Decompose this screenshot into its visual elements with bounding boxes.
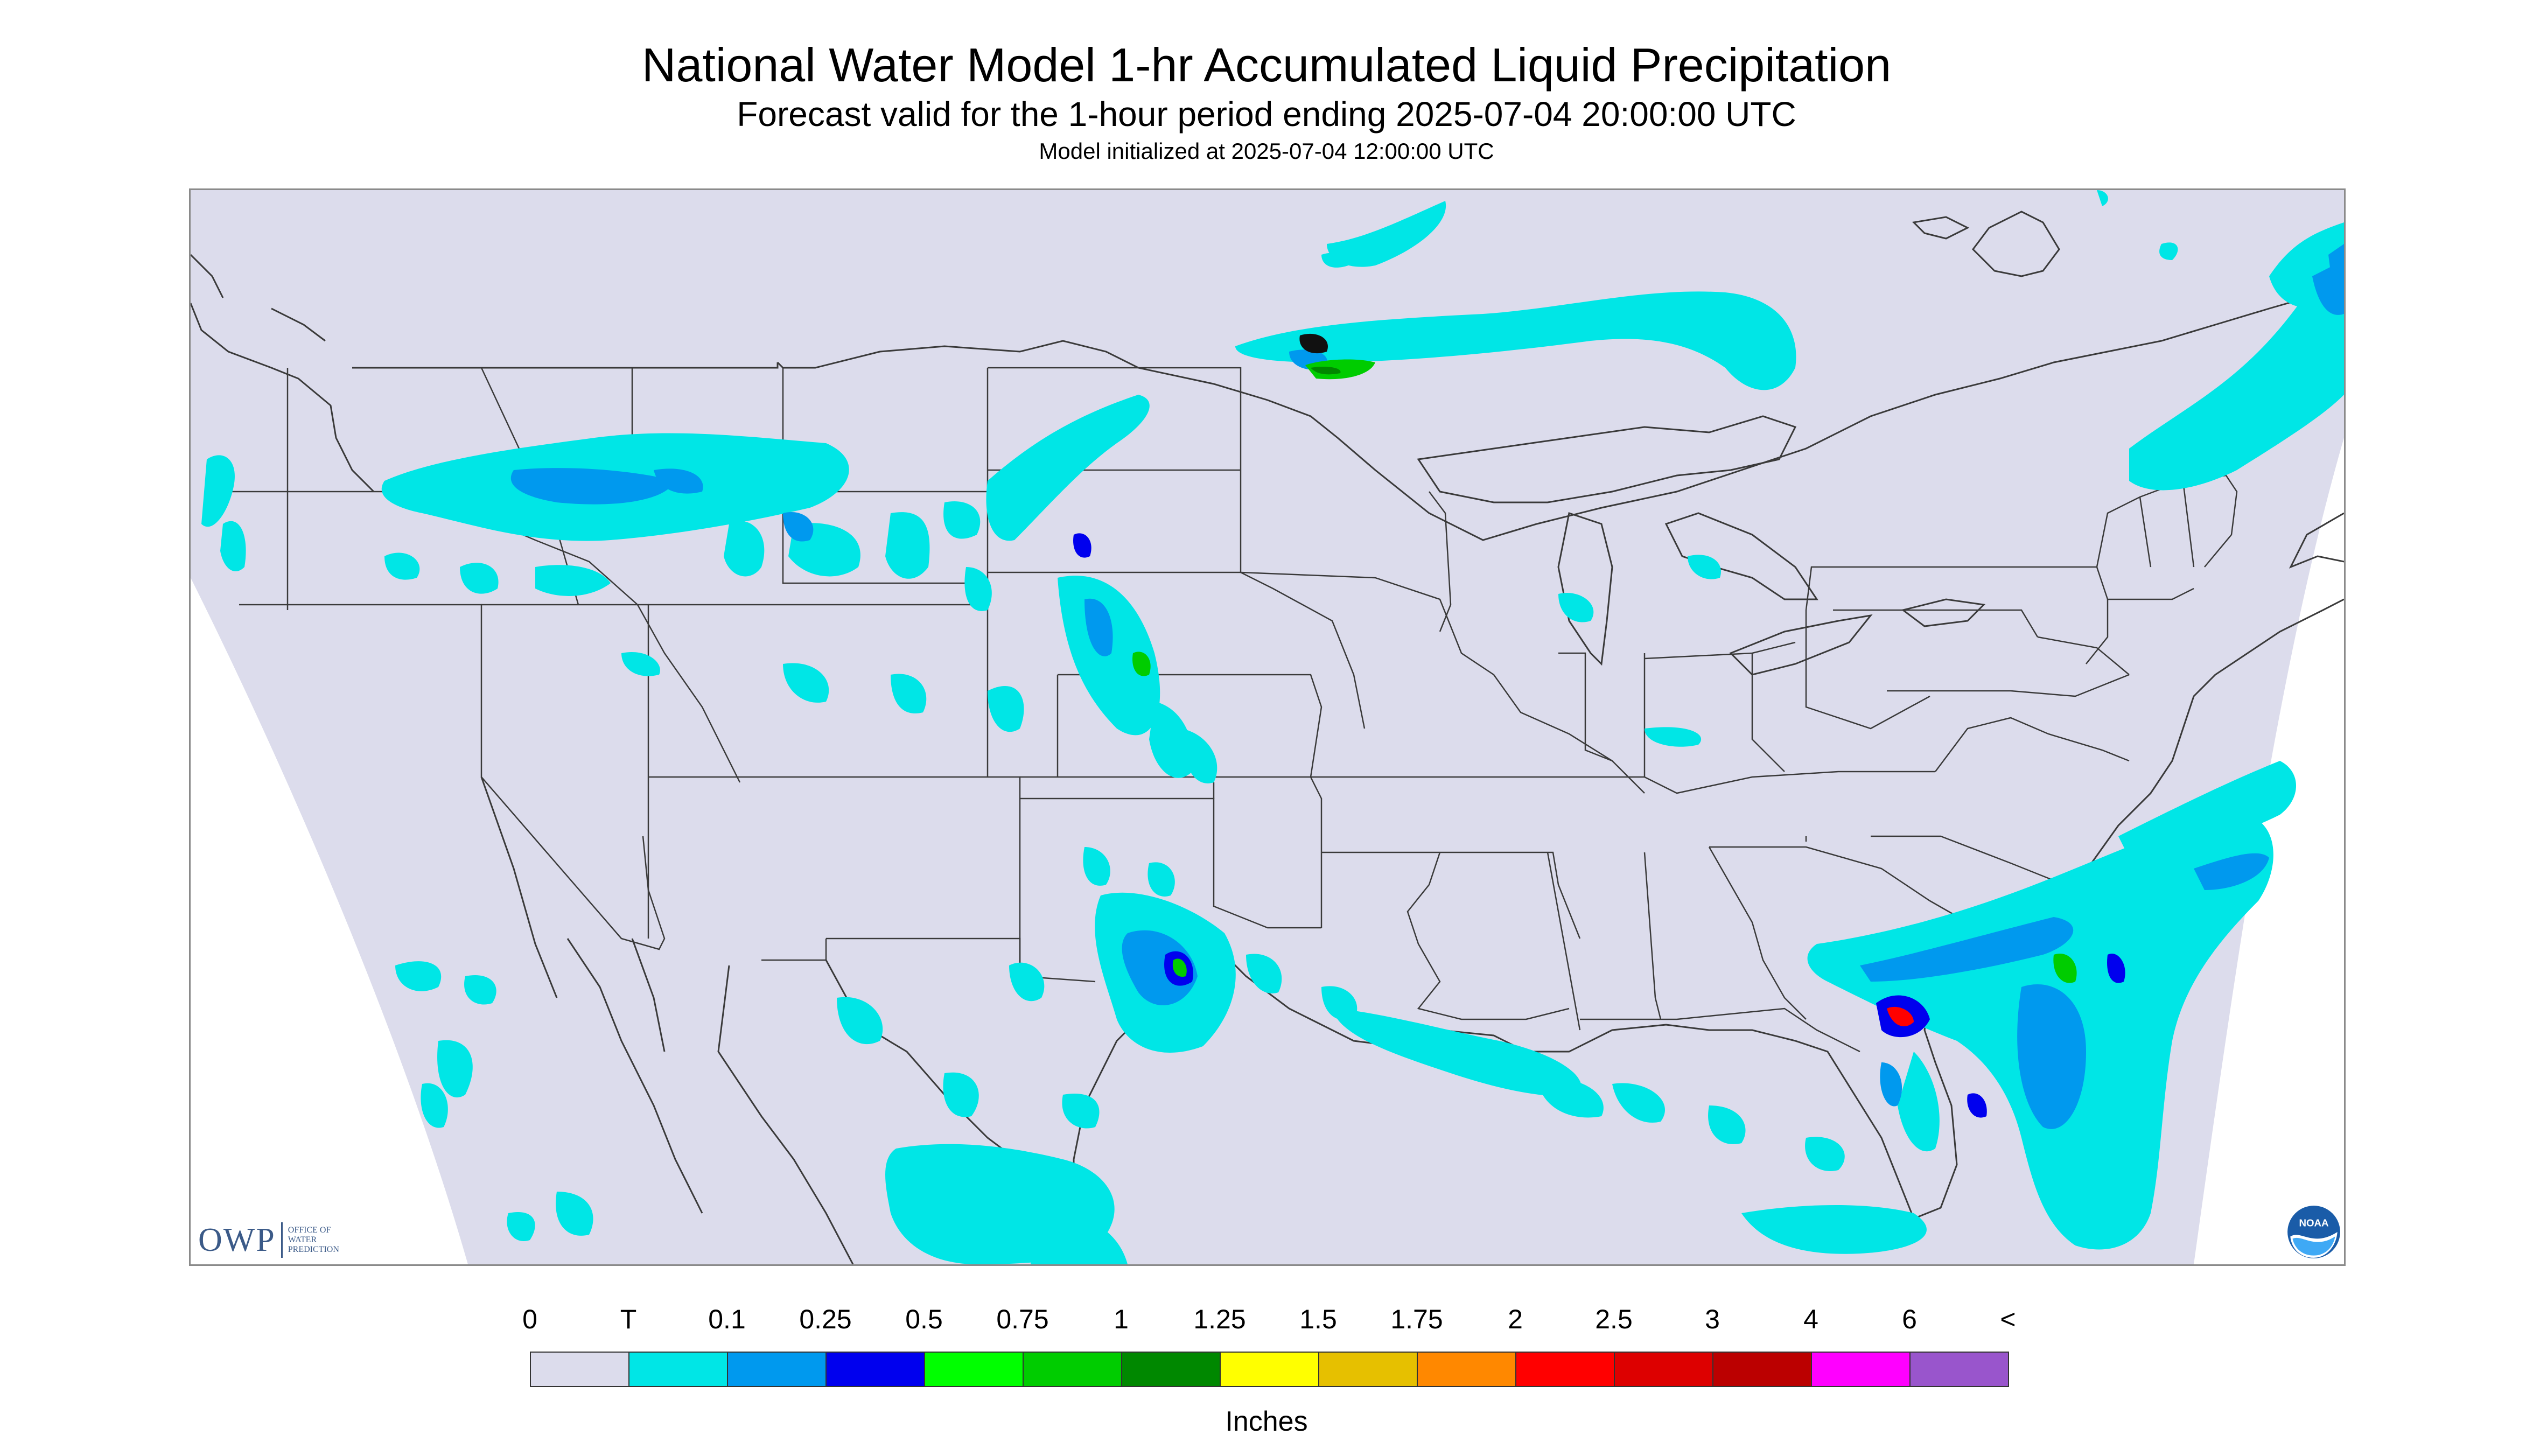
- precip-moderate: [1073, 244, 2344, 1118]
- legend-tick-label: 0: [522, 1304, 537, 1334]
- legend-swatch: [530, 1352, 629, 1387]
- model-init-time: Model initialized at 2025-07-04 12:00:00…: [1039, 138, 1494, 164]
- legend-tick-label: 4: [1803, 1304, 1818, 1334]
- legend-tick-label: 0.1: [708, 1304, 746, 1334]
- coastlines-and-borders: [191, 211, 2344, 569]
- precip-light: [510, 260, 2344, 1129]
- legend-swatch: [825, 1352, 925, 1387]
- legend-tick-label: 0.25: [799, 1304, 852, 1334]
- owp-logo-text: OFFICE OF WATER PREDICTION: [288, 1226, 339, 1255]
- owp-logo-line3: PREDICTION: [288, 1245, 339, 1254]
- legend-swatch: [1220, 1352, 1319, 1387]
- legend-tick-label: 1.25: [1193, 1304, 1246, 1334]
- legend-tick-label: 2.5: [1595, 1304, 1633, 1334]
- owp-logo: OWP OFFICE OF WATER PREDICTION: [198, 1221, 339, 1259]
- map-canvas: [191, 190, 2344, 1264]
- noaa-logo-text: NOAA: [2299, 1217, 2329, 1229]
- owp-logo-divider: [281, 1222, 283, 1258]
- legend-tick-label: 1.75: [1390, 1304, 1443, 1334]
- precipitation-map: [189, 188, 2346, 1266]
- lake-of-the-woods: [1299, 333, 1328, 354]
- legend-swatch: [1417, 1352, 1516, 1387]
- legend-swatch: [924, 1352, 1024, 1387]
- legend-tick-label: 1.5: [1299, 1304, 1337, 1334]
- legend-tick-label: <: [2000, 1304, 2016, 1334]
- map-title: National Water Model 1-hr Accumulated Li…: [641, 38, 1892, 92]
- owp-logo-line1: OFFICE OF: [288, 1226, 331, 1235]
- legend-swatch: [1712, 1352, 1812, 1387]
- legend-swatch: [1121, 1352, 1221, 1387]
- noaa-logo: NOAA: [2286, 1205, 2341, 1259]
- legend-swatch: [1023, 1352, 1122, 1387]
- legend-tick-label: 6: [1902, 1304, 1917, 1334]
- precip-trace: [201, 190, 2344, 1264]
- legend-swatch: [1909, 1352, 2009, 1387]
- legend-tick-label: 3: [1705, 1304, 1720, 1334]
- owp-logo-mark: OWP: [198, 1221, 276, 1258]
- legend-tick-label: 2: [1508, 1304, 1523, 1334]
- legend-swatch: [727, 1352, 827, 1387]
- legend-swatch: [1811, 1352, 1911, 1387]
- legend-units: Inches: [1225, 1406, 1308, 1437]
- legend-tick-label: 0.75: [996, 1304, 1049, 1334]
- legend-swatch: [628, 1352, 728, 1387]
- legend-tick-label: 1: [1114, 1304, 1129, 1334]
- legend-swatch: [1515, 1352, 1615, 1387]
- legend-tick-label: T: [620, 1304, 637, 1334]
- owp-logo-line2: WATER: [288, 1235, 317, 1244]
- legend-swatch: [1614, 1352, 1713, 1387]
- legend-tick-label: 0.5: [905, 1304, 943, 1334]
- legend-swatch: [1318, 1352, 1418, 1387]
- map-subtitle: Forecast valid for the 1-hour period end…: [737, 95, 1796, 134]
